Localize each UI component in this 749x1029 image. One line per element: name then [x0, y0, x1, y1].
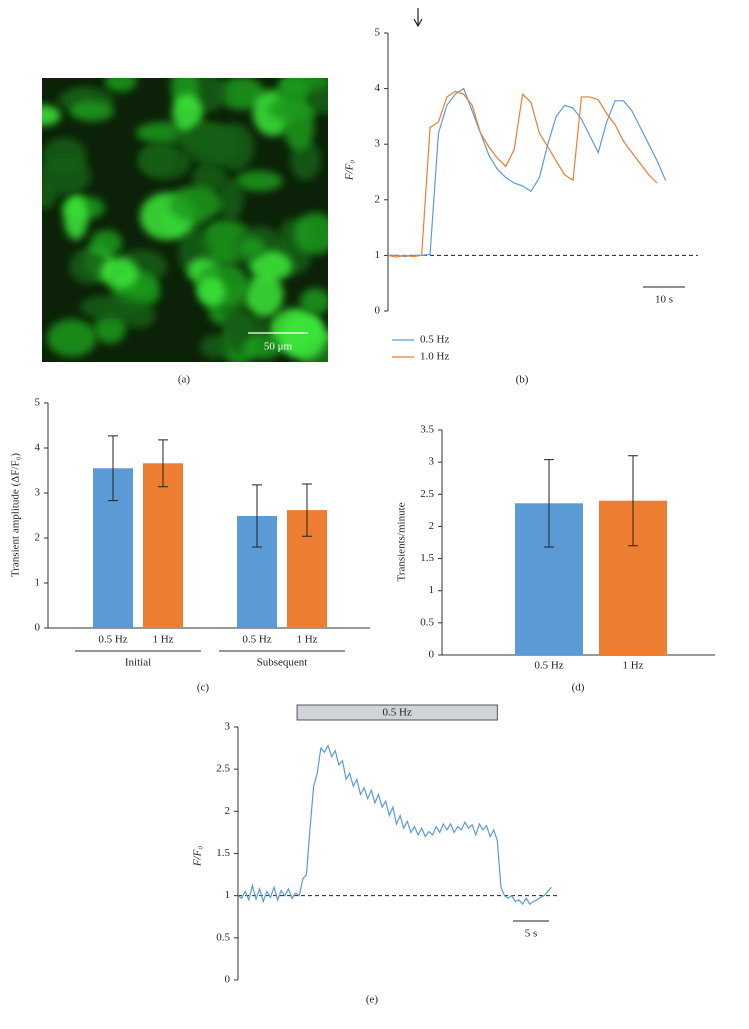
y-tick-label: 3.5: [420, 424, 434, 436]
group-label: Subsequent: [257, 657, 308, 669]
y-tick-label: 0.5: [420, 616, 434, 628]
y-tick-label: 2: [35, 532, 41, 544]
cell: [199, 334, 231, 359]
cell: [242, 333, 283, 360]
y-tick-label: 3: [429, 456, 435, 468]
x-tick-label: 1 Hz: [152, 634, 173, 646]
cell: [80, 295, 136, 320]
error-bar: [108, 435, 118, 502]
y-tick-label: 3: [35, 487, 41, 499]
data-line: [388, 87, 667, 258]
cell: [307, 84, 328, 114]
panel-label: (a): [178, 374, 191, 386]
y-tick-label: 3: [375, 138, 381, 150]
y-tick-label: 4: [375, 82, 381, 94]
cell: [245, 272, 284, 317]
y-tick-label: 0.5: [216, 931, 230, 943]
data-line: [237, 744, 552, 906]
cells: [42, 78, 328, 362]
cell: [90, 229, 123, 257]
cell: [104, 78, 137, 93]
y-tick-label: 1.5: [420, 552, 434, 564]
cell: [197, 276, 226, 306]
y-tick-label: 5: [375, 27, 381, 39]
error-bar: [628, 455, 638, 547]
cell: [283, 103, 315, 151]
y-axis-label: F/F₀: [192, 846, 204, 867]
y-tick-label: 1: [375, 249, 381, 261]
y-tick-label: 3: [225, 721, 231, 733]
x-tick-label: 1 Hz: [622, 660, 643, 672]
stimulus-bar: [296, 704, 498, 721]
y-tick-label: 5: [35, 397, 41, 409]
cell: [169, 185, 222, 222]
panel-label: (b): [516, 374, 529, 386]
y-tick-label: 4: [35, 442, 41, 454]
arrow: [413, 8, 423, 28]
cell: [249, 251, 293, 281]
panel-label: (e): [366, 994, 379, 1006]
cell: [280, 313, 327, 360]
scale-bar-label: 50 μm: [264, 341, 293, 353]
y-tick-label: 2: [225, 805, 231, 817]
group-label: Initial: [125, 657, 151, 669]
y-tick-label: 2.5: [216, 763, 230, 775]
cell: [223, 312, 252, 342]
cell: [42, 105, 61, 126]
stimulus-label: 0.5 Hz: [383, 707, 412, 719]
y-tick-label: 2.5: [420, 488, 434, 500]
y-tick-label: 1.5: [216, 847, 230, 859]
cell: [100, 257, 139, 289]
y-tick-label: 0: [375, 305, 381, 317]
panel-label: (c): [197, 682, 210, 694]
data-line: [387, 90, 658, 258]
cell: [172, 94, 203, 132]
error-bar: [544, 459, 554, 548]
y-tick-label: 2: [429, 520, 435, 532]
cell: [234, 170, 283, 192]
panel-label: (d): [572, 682, 585, 694]
y-tick-label: 0: [429, 649, 435, 661]
cell: [192, 162, 228, 194]
x-tick-label: 0.5 Hz: [242, 634, 271, 646]
cell: [218, 78, 265, 110]
scale-bar-label: 10 s: [655, 294, 673, 306]
legend-label: 0.5 Hz: [420, 334, 449, 346]
cell: [94, 313, 126, 344]
cell: [42, 155, 91, 196]
legend-label: 1.0 Hz: [420, 351, 449, 363]
y-axis-label: Transients/minute: [396, 502, 408, 581]
x-tick-label: 1 Hz: [296, 634, 317, 646]
x-tick-label: 0.5 Hz: [534, 660, 563, 672]
cell: [299, 288, 328, 315]
y-tick-label: 1: [35, 577, 41, 589]
cell: [217, 179, 244, 221]
error-bar: [302, 483, 312, 537]
cell: [140, 142, 176, 175]
x-tick-label: 0.5 Hz: [98, 634, 127, 646]
cell: [293, 212, 328, 255]
cell: [184, 122, 237, 166]
error-bar: [158, 439, 168, 488]
y-tick-label: 1: [225, 889, 231, 901]
y-tick-label: 0: [35, 622, 41, 634]
scale-bar-label: 5 s: [525, 928, 538, 940]
cell: [70, 100, 115, 122]
y-tick-label: 1: [429, 584, 435, 596]
cell: [46, 319, 97, 357]
y-tick-label: 0: [225, 974, 231, 986]
y-axis-label: F/F₀: [344, 160, 356, 181]
cell: [238, 237, 266, 259]
cell: [69, 248, 110, 285]
cell: [63, 194, 88, 240]
y-axis-label: Transient amplitude (ΔF/F₀): [10, 453, 22, 578]
bar: [143, 463, 183, 628]
y-tick-label: 2: [375, 193, 381, 205]
error-bar: [252, 484, 262, 548]
